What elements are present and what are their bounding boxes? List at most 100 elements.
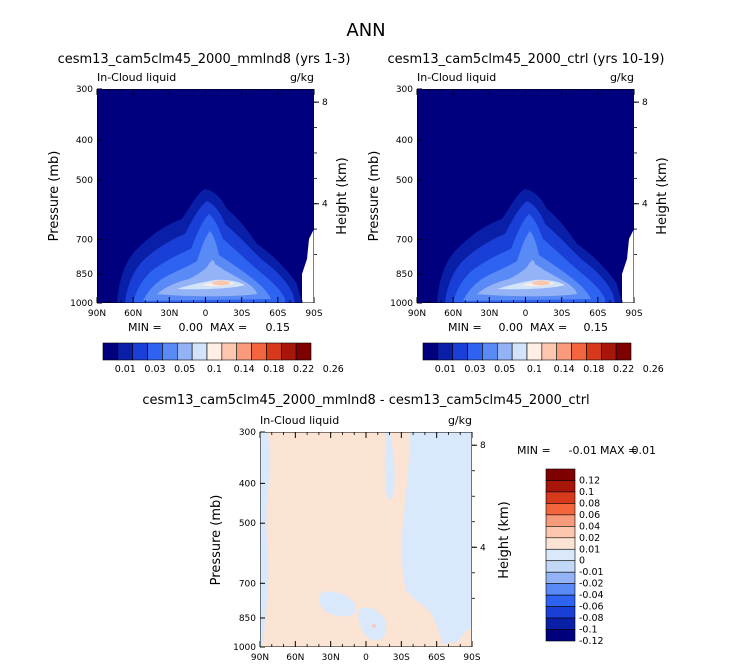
colorbar-label: -0.1 (579, 625, 598, 636)
colorbar-label: 0.06 (579, 510, 600, 521)
panel-1-max-label: MAX = (210, 321, 247, 334)
colorbar-label: 0.05 (494, 364, 515, 375)
colorbar-label: 0.03 (144, 364, 165, 375)
colorbar-label: 0.22 (293, 364, 314, 375)
panel-3-ylabel-right: Height (km) (497, 501, 512, 578)
panel-3-negative-strip-upper (384, 432, 395, 500)
x-tick-label: 60S (269, 309, 286, 319)
panel-3-negative-region-east (401, 432, 472, 644)
colorbar-label: 0.1 (527, 364, 542, 375)
panel-3-contours (260, 432, 472, 647)
panel-3-max-label: MAX = (600, 444, 637, 457)
panel-3-ylabel: Pressure (mb) (209, 495, 224, 586)
panel-3-plot-area (260, 432, 472, 647)
x-tick-label: 90N (251, 653, 269, 663)
y-tick-label: 700 (396, 236, 413, 246)
colorbar-label: 0.22 (613, 364, 634, 375)
x-tick-label: 60N (444, 309, 462, 319)
panel-2-ylabel: Pressure (mb) (367, 151, 382, 242)
x-tick-label: 90N (408, 309, 426, 319)
panel-3-negative-region-surface (358, 607, 387, 641)
colorbar-swatch (571, 342, 587, 361)
panel-2-max-label: MAX = (530, 321, 567, 334)
panel-1-max-value: 0.15 (266, 321, 291, 334)
colorbar-label: 0.14 (234, 364, 255, 375)
panel-2-axes: 90N 60N 30N 0 30S 60S 90S 300 400 500 700 850 1000 8 4 (390, 85, 648, 319)
colorbar-swatch (545, 514, 576, 527)
colorbar-label: 0.1 (579, 487, 594, 498)
colorbar-label: 0.02 (579, 533, 600, 544)
colorbar-swatch (545, 583, 576, 596)
y-tick-label: 300 (396, 85, 413, 95)
colorbar-swatch (280, 342, 297, 361)
colorbar-swatch (545, 560, 576, 573)
panel-2-title: cesm13_cam5clm45_2000_ctrl (yrs 10-19) (388, 52, 665, 67)
colorbar-swatch (422, 342, 439, 361)
colorbar-swatch (545, 606, 576, 619)
x-tick-label: 0 (203, 309, 209, 319)
x-tick-label: 60S (589, 309, 606, 319)
colorbar-label: -0.06 (579, 602, 604, 613)
panel-1-ylabel: Pressure (mb) (47, 151, 62, 242)
colorbar-swatch (266, 342, 282, 361)
colorbar-swatch (117, 342, 134, 361)
colorbar-swatch (206, 342, 223, 361)
y-tick-label: 400 (396, 136, 413, 146)
colorbar-panel-3: 0.120.10.080.060.040.020.010-0.01-0.02-0… (545, 468, 604, 647)
page-title: ANN (346, 20, 385, 41)
panel-1: cesm13_cam5clm45_2000_mmlnd8 (yrs 1-3) I… (47, 52, 350, 334)
colorbar-swatch (615, 342, 632, 361)
x-tick-label: 60N (286, 653, 304, 663)
y-tick-label: 700 (239, 579, 256, 589)
colorbar-swatch (467, 342, 483, 361)
axes-ticks: 90N 60N 30N 0 30S 60S 90S 300 400 500 700 850 1000 8 4… (70, 85, 648, 663)
colorbar-swatch (541, 342, 558, 361)
colorbar-swatch (191, 342, 208, 361)
y-tick-label: 500 (76, 176, 93, 186)
x-tick-label: 30N (160, 309, 178, 319)
colorbar-swatch (545, 526, 576, 539)
panel-1-subtitle-left: In-Cloud liquid (97, 71, 176, 84)
x-tick-label: 30N (480, 309, 498, 319)
y-right-tick-label: 8 (480, 441, 486, 451)
panel-2-min-value: 0.00 (499, 321, 524, 334)
colorbar-label: 0 (579, 556, 585, 567)
colorbar-label: 0.03 (464, 364, 485, 375)
colorbar-swatch (545, 594, 576, 607)
panel-1-subtitle-right: g/kg (290, 71, 314, 84)
panel-2-subtitle-right: g/kg (610, 71, 634, 84)
y-tick-label: 500 (396, 176, 413, 186)
y-tick-label: 1000 (390, 299, 413, 309)
panel-2-max-value: 0.15 (584, 321, 609, 334)
y-tick-label: 1000 (70, 299, 93, 309)
x-tick-label: 30S (553, 309, 570, 319)
x-tick-label: 90S (463, 653, 480, 663)
panel-3-max-value: 0.01 (632, 444, 657, 457)
panel-1-title: cesm13_cam5clm45_2000_mmlnd8 (yrs 1-3) (58, 52, 351, 67)
x-tick-label: 90S (625, 309, 642, 319)
panel-2-min-label: MIN = (448, 321, 482, 334)
colorbar-swatch (545, 468, 576, 481)
panel-3-min-label: MIN = (517, 444, 551, 457)
colorbar-label: 0.01 (115, 364, 136, 375)
colorbar-swatch (545, 491, 576, 504)
panel-1-min-label: MIN = (128, 321, 162, 334)
colorbar-swatch (545, 571, 576, 584)
panel-2-ylabel-right: Height (km) (655, 157, 670, 234)
y-tick-label: 850 (396, 270, 413, 280)
panel-2-contours (437, 189, 634, 303)
colorbar-swatch (545, 503, 576, 516)
x-tick-label: 60S (428, 653, 445, 663)
colorbar-swatch (132, 342, 148, 361)
colorbar-swatch (545, 548, 576, 562)
colorbar-label: -0.08 (579, 613, 604, 624)
panel-3-negative-strip-west (260, 432, 270, 647)
y-right-tick-label: 8 (322, 98, 328, 108)
x-tick-label: 90N (88, 309, 106, 319)
y-tick-label: 1000 (233, 643, 256, 653)
y-tick-label: 400 (76, 136, 93, 146)
y-tick-label: 850 (239, 614, 256, 624)
panel-3-negative-region-southwest (319, 591, 357, 617)
colorbar-swatch (545, 480, 576, 493)
